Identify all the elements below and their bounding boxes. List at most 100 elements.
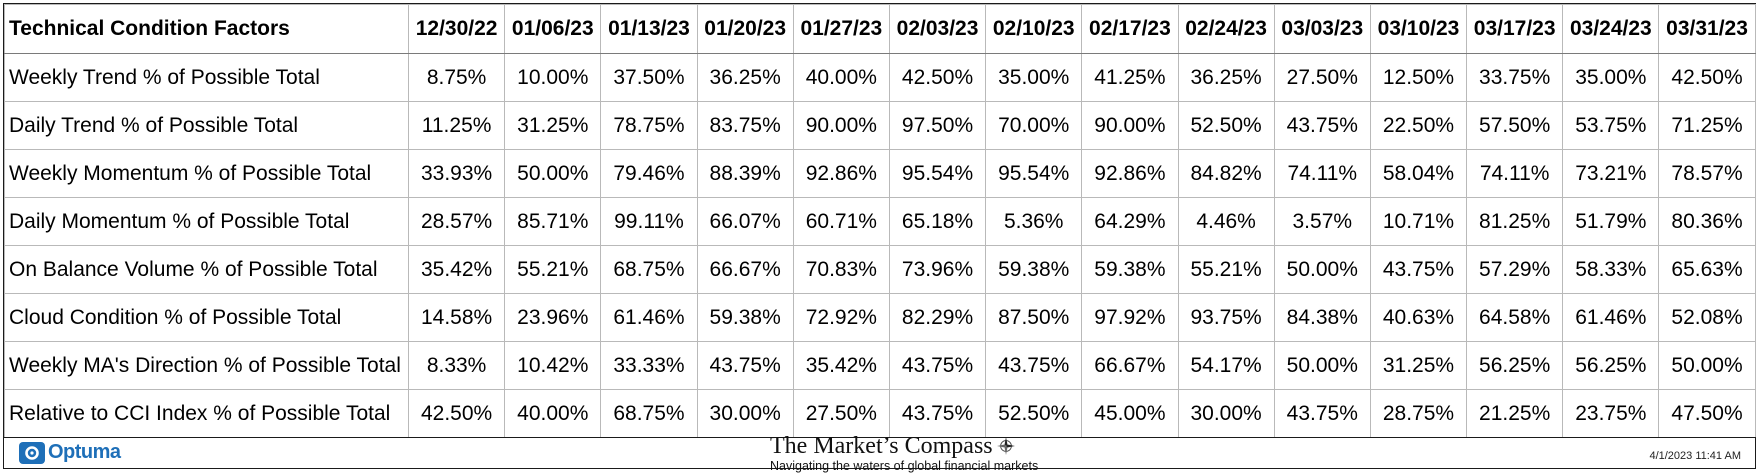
- value-cell: 33.93%: [407, 149, 506, 198]
- value-cell: 41.25%: [1081, 53, 1179, 102]
- value-cell: 50.00%: [1273, 245, 1371, 294]
- value-cell: 11.25%: [407, 101, 506, 150]
- value-cell: 59.38%: [985, 245, 1083, 294]
- value-cell: 84.38%: [1273, 293, 1371, 342]
- value-cell: 40.00%: [504, 389, 602, 438]
- value-cell: 84.82%: [1177, 149, 1275, 198]
- value-cell: 50.00%: [504, 149, 602, 198]
- column-header: 01/13/23: [600, 4, 698, 54]
- column-header: 03/03/23: [1273, 4, 1371, 54]
- value-cell: 28.75%: [1369, 389, 1468, 438]
- value-cell: 43.75%: [1369, 245, 1468, 294]
- value-cell: 55.21%: [504, 245, 602, 294]
- row-label: Weekly MA's Direction % of Possible Tota…: [4, 341, 409, 390]
- value-cell: 31.25%: [504, 101, 602, 150]
- value-cell: 79.46%: [600, 149, 698, 198]
- value-cell: 70.00%: [985, 101, 1083, 150]
- value-cell: 95.54%: [888, 149, 987, 198]
- value-cell: 43.75%: [1273, 101, 1371, 150]
- row-label: Cloud Condition % of Possible Total: [4, 293, 409, 342]
- value-cell: 36.25%: [696, 53, 794, 102]
- value-cell: 59.38%: [696, 293, 794, 342]
- value-cell: 50.00%: [1273, 341, 1371, 390]
- table-row: Weekly Momentum % of Possible Total 33.93…: [4, 149, 1756, 198]
- value-cell: 57.29%: [1466, 245, 1564, 294]
- column-header: 01/27/23: [792, 4, 890, 54]
- value-cell: 47.50%: [1658, 389, 1756, 438]
- value-cell: 23.75%: [1562, 389, 1660, 438]
- value-cell: 87.50%: [985, 293, 1083, 342]
- value-cell: 50.00%: [1658, 341, 1756, 390]
- value-cell: 73.21%: [1562, 149, 1660, 198]
- brand-title-row: The Market’s Compass: [770, 434, 1038, 458]
- column-header: 01/06/23: [504, 4, 602, 54]
- value-cell: 57.50%: [1466, 101, 1564, 150]
- value-cell: 65.18%: [888, 197, 987, 246]
- column-header: 02/03/23: [888, 4, 987, 54]
- value-cell: 74.11%: [1273, 149, 1371, 198]
- value-cell: 51.79%: [1562, 197, 1660, 246]
- value-cell: 78.75%: [600, 101, 698, 150]
- value-cell: 58.04%: [1369, 149, 1468, 198]
- optuma-logo-icon: [19, 441, 45, 464]
- value-cell: 43.75%: [888, 341, 987, 390]
- value-cell: 33.33%: [600, 341, 698, 390]
- value-cell: 65.63%: [1658, 245, 1756, 294]
- value-cell: 31.25%: [1369, 341, 1468, 390]
- table-row: Relative to CCI Index % of Possible Tota…: [4, 389, 1756, 438]
- value-cell: 95.54%: [985, 149, 1083, 198]
- value-cell: 83.75%: [696, 101, 794, 150]
- brand-block: The Market’s Compass Navigating the wate…: [770, 434, 1038, 474]
- value-cell: 4.46%: [1177, 197, 1275, 246]
- column-header: 03/31/23: [1658, 4, 1756, 54]
- value-cell: 64.29%: [1081, 197, 1179, 246]
- value-cell: 35.00%: [985, 53, 1083, 102]
- value-cell: 99.11%: [600, 197, 698, 246]
- value-cell: 23.96%: [504, 293, 602, 342]
- value-cell: 68.75%: [600, 245, 698, 294]
- value-cell: 33.75%: [1466, 53, 1564, 102]
- value-cell: 27.50%: [792, 389, 890, 438]
- value-cell: 66.07%: [696, 197, 794, 246]
- value-cell: 8.75%: [407, 53, 506, 102]
- value-cell: 93.75%: [1177, 293, 1275, 342]
- header-row: Technical Condition Factors 12/30/22 01/0…: [4, 4, 1756, 54]
- table-body: Weekly Trend % of Possible Total 8.75% 10.…: [4, 53, 1756, 438]
- table-row: On Balance Volume % of Possible Total 35.…: [4, 245, 1756, 294]
- brand-title: The Market’s Compass: [770, 433, 993, 459]
- value-cell: 42.50%: [888, 53, 987, 102]
- table-row: Daily Trend % of Possible Total 11.25% 31.…: [4, 101, 1756, 150]
- value-cell: 90.00%: [792, 101, 890, 150]
- value-cell: 42.50%: [407, 389, 506, 438]
- value-cell: 66.67%: [696, 245, 794, 294]
- table-frame: Technical Condition Factors 12/30/22 01/0…: [3, 3, 1756, 473]
- table-row: Weekly MA's Direction % of Possible Tota…: [4, 341, 1756, 390]
- value-cell: 60.71%: [792, 197, 890, 246]
- header-label: Technical Condition Factors: [4, 4, 409, 54]
- value-cell: 10.00%: [504, 53, 602, 102]
- value-cell: 37.50%: [600, 53, 698, 102]
- value-cell: 52.50%: [1177, 101, 1275, 150]
- value-cell: 70.83%: [792, 245, 890, 294]
- value-cell: 52.08%: [1658, 293, 1756, 342]
- value-cell: 92.86%: [792, 149, 890, 198]
- value-cell: 61.46%: [1562, 293, 1660, 342]
- value-cell: 52.50%: [985, 389, 1083, 438]
- value-cell: 90.00%: [1081, 101, 1179, 150]
- row-label: Daily Momentum % of Possible Total: [4, 197, 409, 246]
- value-cell: 36.25%: [1177, 53, 1275, 102]
- value-cell: 27.50%: [1273, 53, 1371, 102]
- value-cell: 14.58%: [407, 293, 506, 342]
- table-row: Daily Momentum % of Possible Total 28.57%…: [4, 197, 1756, 246]
- value-cell: 59.38%: [1081, 245, 1179, 294]
- value-cell: 68.75%: [600, 389, 698, 438]
- row-label: Daily Trend % of Possible Total: [4, 101, 409, 150]
- column-header: 01/20/23: [696, 4, 794, 54]
- value-cell: 43.75%: [1273, 389, 1371, 438]
- value-cell: 10.71%: [1369, 197, 1468, 246]
- row-label: On Balance Volume % of Possible Total: [4, 245, 409, 294]
- value-cell: 3.57%: [1273, 197, 1371, 246]
- value-cell: 58.33%: [1562, 245, 1660, 294]
- table-row: Cloud Condition % of Possible Total 14.58…: [4, 293, 1756, 342]
- value-cell: 97.50%: [888, 101, 987, 150]
